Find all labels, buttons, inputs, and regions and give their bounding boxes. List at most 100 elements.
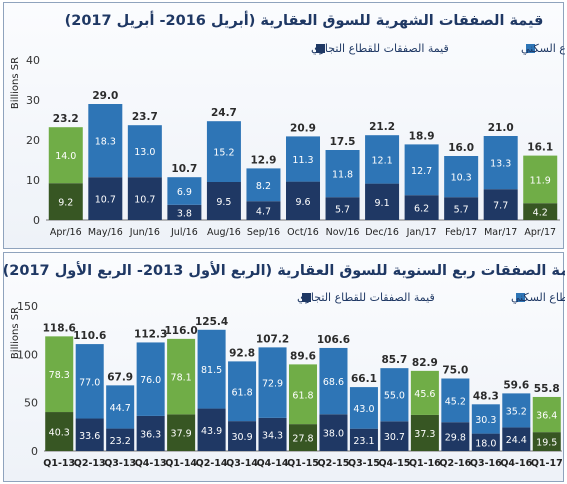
bar-commercial [167, 204, 202, 220]
bar-group: 3.8 6.9 10.7 Jul/16 [167, 163, 202, 238]
data-label-residential: 61.8 [292, 390, 313, 401]
total-label: 18.9 [409, 130, 435, 142]
bar-residential [228, 361, 257, 422]
data-label-commercial: 5.7 [335, 205, 350, 216]
bars: 40.378.3118.6Q1-1333.677.0110.6Q2-1323.2… [43, 316, 563, 469]
bar-group: 38.0 68.6 106.6 Q2-15 [317, 334, 350, 469]
bar-residential [523, 155, 558, 204]
bar-group: 10.7 13.0 23.7 Jun/16 [127, 111, 162, 238]
x-tick-label: Jul/16 [170, 227, 198, 238]
total-label: 23.7 [132, 111, 158, 123]
bar-group: 4.7 8.2 12.9 Sep/16 [246, 154, 281, 238]
data-label-commercial: 4.2 [533, 208, 548, 219]
bar-group: 10.7 18.3 29.0 May/16 [88, 90, 123, 238]
bar-group: 6.2 12.7 18.9 Jan/17 [404, 130, 439, 238]
y-tick-label: 30 [26, 94, 40, 107]
bar-group: 23.2 44.7 67.9 Q3-13 [104, 371, 136, 469]
data-label-residential: 12.7 [411, 166, 432, 177]
y-axis-label: Billions SR [10, 57, 21, 109]
bar-group: 9.5 15.2 24.7 Aug/16 [206, 107, 241, 238]
total-label: 106.6 [317, 334, 350, 346]
data-label-commercial: 9.5 [216, 197, 231, 208]
data-label-commercial: 9.1 [375, 198, 390, 209]
bar-group: 34.3 72.9 107.2 Q4-14 [256, 333, 289, 469]
bars: 9.214.023.2Apr/1610.718.329.0May/1610.71… [48, 90, 558, 238]
data-label-residential: 76.0 [140, 375, 161, 386]
x-tick-label: Q1-14 [165, 458, 197, 469]
bar-commercial [228, 421, 257, 451]
bar-commercial [483, 189, 518, 220]
bar-commercial [48, 183, 83, 220]
data-label-residential: 18.3 [95, 137, 116, 148]
total-label: 107.2 [256, 333, 289, 345]
data-label-commercial: 38.0 [323, 429, 344, 440]
total-label: 125.4 [195, 316, 228, 328]
y-tick-label: 10 [26, 174, 40, 187]
data-label-commercial: 3.8 [177, 208, 192, 219]
bar-commercial [325, 197, 360, 220]
bar-residential [167, 177, 202, 205]
y-tick-label: 0 [33, 214, 40, 227]
bar-group: 9.6 11.3 20.9 Oct/16 [285, 122, 321, 238]
total-label: 85.7 [381, 354, 407, 366]
total-label: 48.3 [473, 390, 499, 402]
bar-commercial [197, 408, 226, 451]
total-label: 16.0 [448, 142, 474, 154]
bar-commercial [410, 414, 439, 451]
legend-label-residential: قيمة الصفقات للقطاع السكني [521, 42, 565, 55]
bar-group: 40.3 78.3 118.6 Q1-13 [43, 322, 76, 469]
x-tick-label: Jan/17 [406, 227, 437, 238]
legend-swatch-commercial [302, 293, 311, 302]
bar-residential [365, 135, 400, 184]
bar-group: 5.7 11.8 17.5 Nov/16 [325, 136, 360, 238]
bar-group: 19.5 36.4 55.8 Q1-17 [531, 383, 563, 469]
data-label-residential: 11.8 [332, 170, 353, 181]
y-tick-label: 0 [31, 445, 38, 458]
bar-residential [48, 127, 83, 184]
data-label-residential: 77.0 [79, 377, 100, 388]
x-tick-label: Q2-14 [196, 458, 228, 469]
chart-title: قيمة الصفقات الشهرية للسوق العقارية (أبر… [65, 11, 544, 29]
data-label-commercial: 10.7 [134, 195, 155, 206]
x-tick-label: Q2-15 [318, 458, 350, 469]
x-tick-label: Q1-17 [531, 458, 563, 469]
x-tick-label: Feb/17 [445, 227, 477, 238]
bar-commercial [288, 424, 318, 451]
bar-residential [206, 121, 241, 182]
total-label: 75.0 [442, 365, 468, 377]
bar-residential [106, 385, 135, 429]
bar-commercial [246, 201, 281, 220]
data-label-residential: 13.0 [134, 147, 155, 158]
bar-commercial [502, 427, 531, 451]
y-tick-label: 150 [17, 300, 38, 313]
bar-commercial [441, 422, 470, 451]
total-label: 24.7 [211, 107, 237, 119]
data-label-commercial: 43.9 [201, 426, 222, 437]
data-label-commercial: 40.3 [49, 428, 70, 439]
bar-residential [88, 104, 123, 178]
data-label-residential: 14.0 [55, 151, 76, 162]
x-tick-label: Q3-14 [226, 458, 258, 469]
bar-commercial [380, 421, 409, 451]
data-label-residential: 36.4 [536, 411, 557, 422]
bar-commercial [106, 428, 135, 451]
bar-group: 43.9 81.5 125.4 Q2-14 [195, 316, 228, 469]
x-tick-label: Q4-16 [500, 458, 532, 469]
bar-commercial [167, 414, 196, 451]
data-label-commercial: 33.6 [79, 431, 100, 442]
bar-residential [349, 387, 378, 429]
bar-residential [167, 338, 196, 415]
bar-commercial [285, 181, 321, 220]
y-axis-label: Billions SR [10, 307, 21, 359]
bar-residential [319, 347, 348, 415]
data-label-commercial: 37.9 [171, 429, 192, 440]
x-tick-label: Oct/16 [287, 227, 319, 238]
bar-residential [404, 144, 439, 196]
total-label: 23.2 [53, 113, 79, 125]
bar-residential [258, 347, 287, 418]
total-label: 21.2 [369, 121, 395, 133]
data-label-residential: 61.8 [231, 387, 252, 398]
bar-commercial [258, 417, 287, 451]
total-label: 10.7 [171, 163, 197, 175]
data-label-commercial: 23.1 [353, 436, 374, 447]
